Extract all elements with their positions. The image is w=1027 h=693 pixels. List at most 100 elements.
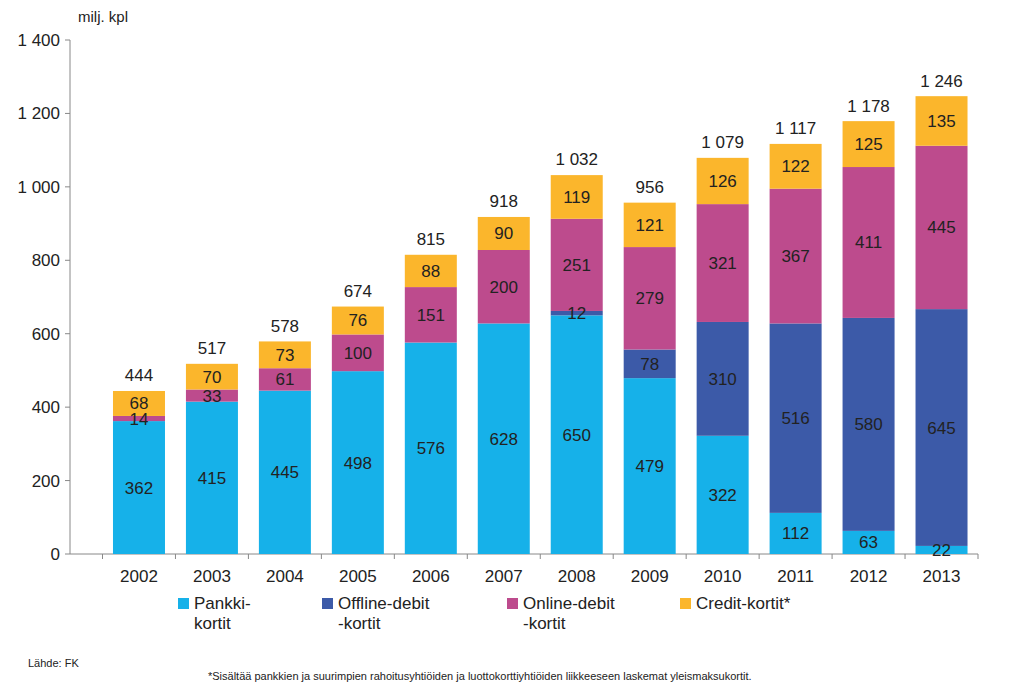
total-label: 1 079 — [701, 133, 744, 152]
bar-segment — [186, 402, 238, 554]
x-tick — [978, 554, 979, 559]
bar-segment — [843, 531, 895, 554]
data-label: 251 — [563, 256, 591, 275]
bar-segment — [697, 322, 749, 436]
legend-label-line: -kortit — [338, 614, 381, 633]
y-tick-label: 1 200 — [17, 104, 60, 123]
data-label: 112 — [782, 524, 809, 543]
legend-swatch — [322, 598, 333, 609]
bar-segment — [697, 158, 749, 204]
data-label: 415 — [198, 469, 226, 488]
bar-segment — [259, 391, 311, 554]
legend-label-line: Offline-debit — [338, 594, 430, 613]
legend-swatch — [507, 598, 518, 609]
data-label: 650 — [563, 426, 591, 445]
y-tick — [65, 40, 70, 41]
y-axis: 02004006008001 0001 2001 400200220032004… — [17, 31, 978, 586]
data-label: 628 — [490, 430, 518, 449]
x-tick — [175, 554, 176, 559]
data-label: 479 — [636, 457, 664, 476]
data-label: 279 — [636, 289, 664, 308]
bar-segment — [770, 323, 822, 512]
total-label: 918 — [490, 192, 518, 211]
data-label: 121 — [636, 216, 664, 235]
y-tick-label: 1 400 — [17, 31, 60, 50]
data-label: 88 — [421, 262, 440, 281]
data-label: 61 — [275, 370, 294, 389]
data-label: 362 — [125, 479, 153, 498]
bar-segment — [113, 391, 165, 416]
data-label: 200 — [490, 278, 518, 297]
legend-swatch — [680, 598, 691, 609]
data-label: 70 — [202, 368, 221, 387]
data-labels: 3624154454985766286504793221126322127831… — [125, 72, 963, 560]
bars — [113, 96, 968, 554]
data-label: 22 — [932, 541, 951, 560]
data-label: 90 — [494, 224, 513, 243]
x-tick — [759, 554, 760, 559]
bar-segment — [624, 203, 676, 247]
legend-label-line: -kortit — [523, 614, 566, 633]
bar-segment — [186, 364, 238, 390]
x-tick — [102, 554, 103, 559]
y-tick — [65, 480, 70, 481]
y-tick-label: 200 — [32, 472, 60, 491]
bar-segment — [916, 309, 968, 546]
x-tick — [613, 554, 614, 559]
bar-segment — [551, 315, 603, 554]
x-tick — [832, 554, 833, 559]
data-label: 33 — [202, 387, 221, 406]
x-tick-label: 2006 — [412, 567, 450, 586]
total-label: 956 — [636, 178, 664, 197]
total-label: 1 178 — [847, 97, 890, 116]
total-label: 1 032 — [555, 150, 598, 169]
legend-label: Offline-debit-kortit — [338, 594, 430, 633]
data-label: 122 — [781, 157, 809, 176]
legend-label: Pankki-kortit — [194, 594, 251, 633]
y-tick — [65, 407, 70, 408]
x-tick-label: 2004 — [266, 567, 304, 586]
data-label: 125 — [854, 135, 882, 154]
bar-segment — [624, 247, 676, 349]
bar-segment — [478, 250, 530, 323]
x-tick-label: 2010 — [704, 567, 742, 586]
y-tick — [65, 113, 70, 114]
bar-segment — [113, 421, 165, 554]
legend-label: Online-debit-kortit — [523, 594, 615, 633]
bar-segment — [332, 307, 384, 335]
data-label: 119 — [563, 188, 590, 207]
bar-segment — [478, 217, 530, 250]
bar-segment — [478, 323, 530, 554]
data-label: 445 — [927, 218, 955, 237]
data-label: 73 — [275, 346, 294, 365]
data-label: 68 — [130, 394, 149, 413]
chart: milj. kpl02004006008001 0001 2001 400200… — [0, 0, 1027, 693]
bar-segment — [405, 287, 457, 342]
bar-segment — [624, 350, 676, 379]
bar-segment — [405, 343, 457, 554]
bar-segment — [259, 341, 311, 368]
y-tick — [65, 260, 70, 261]
bar-segment — [697, 204, 749, 322]
y-tick-label: 400 — [32, 398, 60, 417]
data-label: 126 — [708, 172, 736, 191]
source: Lähde: FK — [28, 657, 79, 669]
bar-segment — [332, 334, 384, 371]
bar-segment — [843, 167, 895, 318]
data-label: 411 — [855, 233, 882, 252]
x-tick — [540, 554, 541, 559]
y-tick-label: 800 — [32, 251, 60, 270]
data-label: 580 — [854, 415, 882, 434]
bar-segment — [843, 318, 895, 531]
bar-segment — [697, 436, 749, 554]
legend-label-line: kortit — [194, 614, 231, 633]
bar-segment — [916, 146, 968, 309]
x-tick — [467, 554, 468, 559]
bar-segment — [259, 368, 311, 390]
bar-segment — [624, 378, 676, 554]
x-tick-label: 2009 — [631, 567, 669, 586]
x-tick — [394, 554, 395, 559]
x-tick-label: 2011 — [777, 567, 814, 586]
data-label: 63 — [859, 533, 878, 552]
data-label: 516 — [781, 409, 809, 428]
